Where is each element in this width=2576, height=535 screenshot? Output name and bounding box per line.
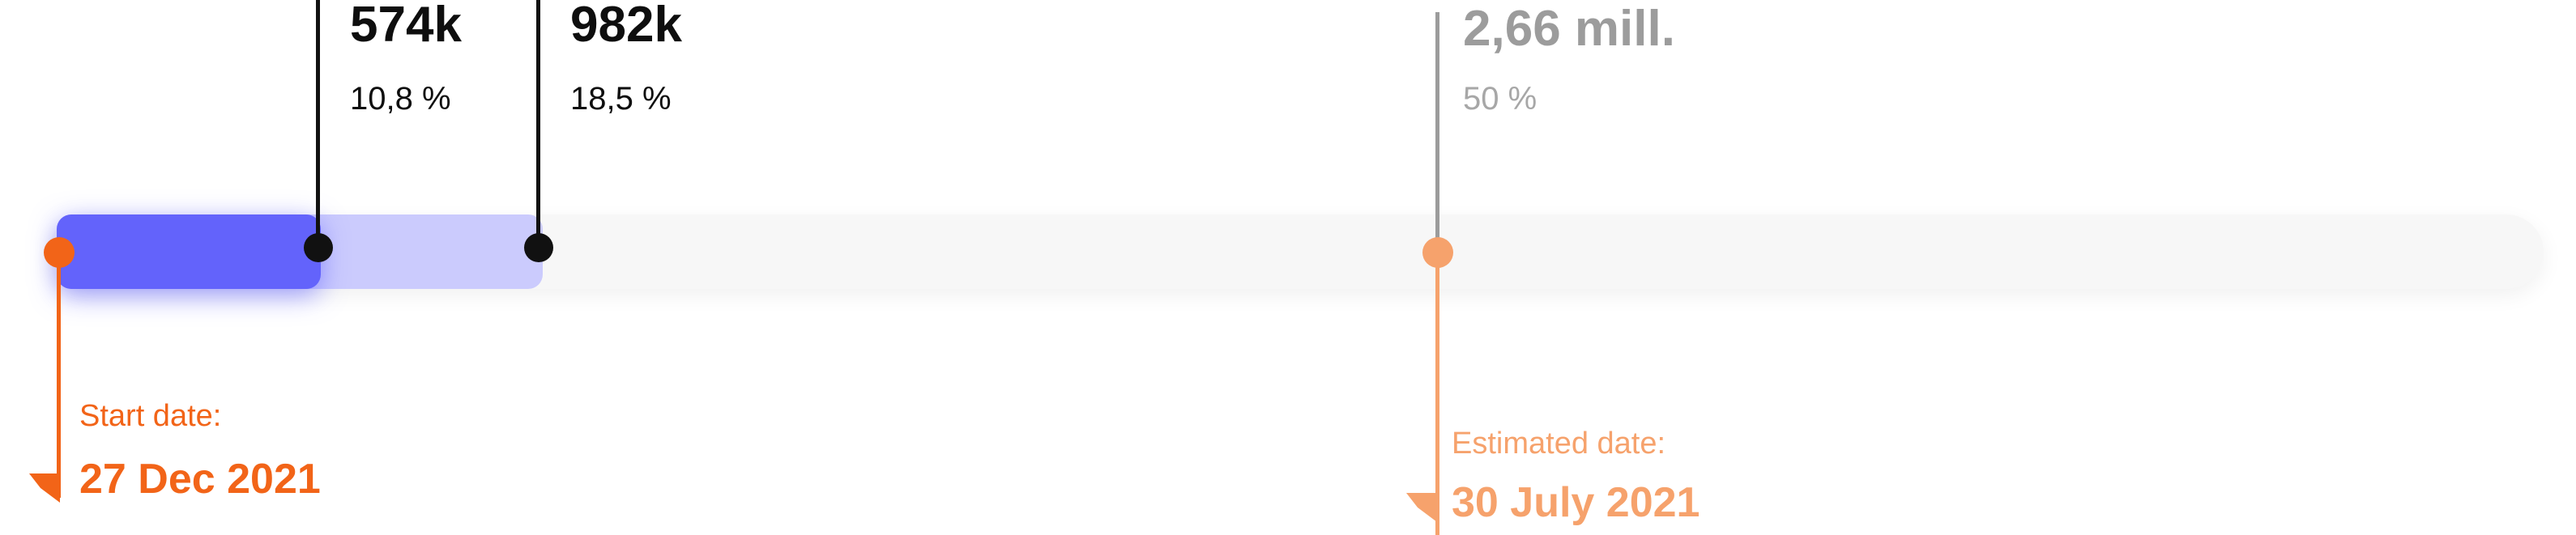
- progress-fill-primary: [57, 214, 321, 289]
- marker-1-percent: 10,8 %: [350, 81, 451, 117]
- marker-dot-2: [524, 233, 553, 262]
- marker-line-1: [316, 0, 320, 247]
- marker-line-2: [536, 0, 540, 247]
- estimate-date-label: Estimated date:: [1452, 427, 1666, 461]
- estimate-flag-icon: [1406, 493, 1437, 522]
- estimate-date-line: [1435, 253, 1439, 535]
- estimate-date-value: 30 July 2021: [1452, 479, 1700, 526]
- marker-3-percent: 50 %: [1463, 81, 1537, 117]
- marker-line-3: [1435, 12, 1439, 247]
- start-flag-icon: [29, 473, 60, 503]
- estimate-dot: [1422, 237, 1453, 268]
- marker-2-value: 982k: [570, 0, 682, 53]
- start-date-value: 27 Dec 2021: [79, 456, 321, 503]
- marker-1-value: 574k: [350, 0, 462, 53]
- start-date-line: [57, 253, 61, 498]
- marker-dot-1: [304, 233, 333, 262]
- marker-3-value: 2,66 mill.: [1463, 1, 1675, 57]
- marker-2-percent: 18,5 %: [570, 81, 672, 117]
- start-dot: [44, 237, 75, 268]
- start-date-label: Start date:: [79, 399, 222, 433]
